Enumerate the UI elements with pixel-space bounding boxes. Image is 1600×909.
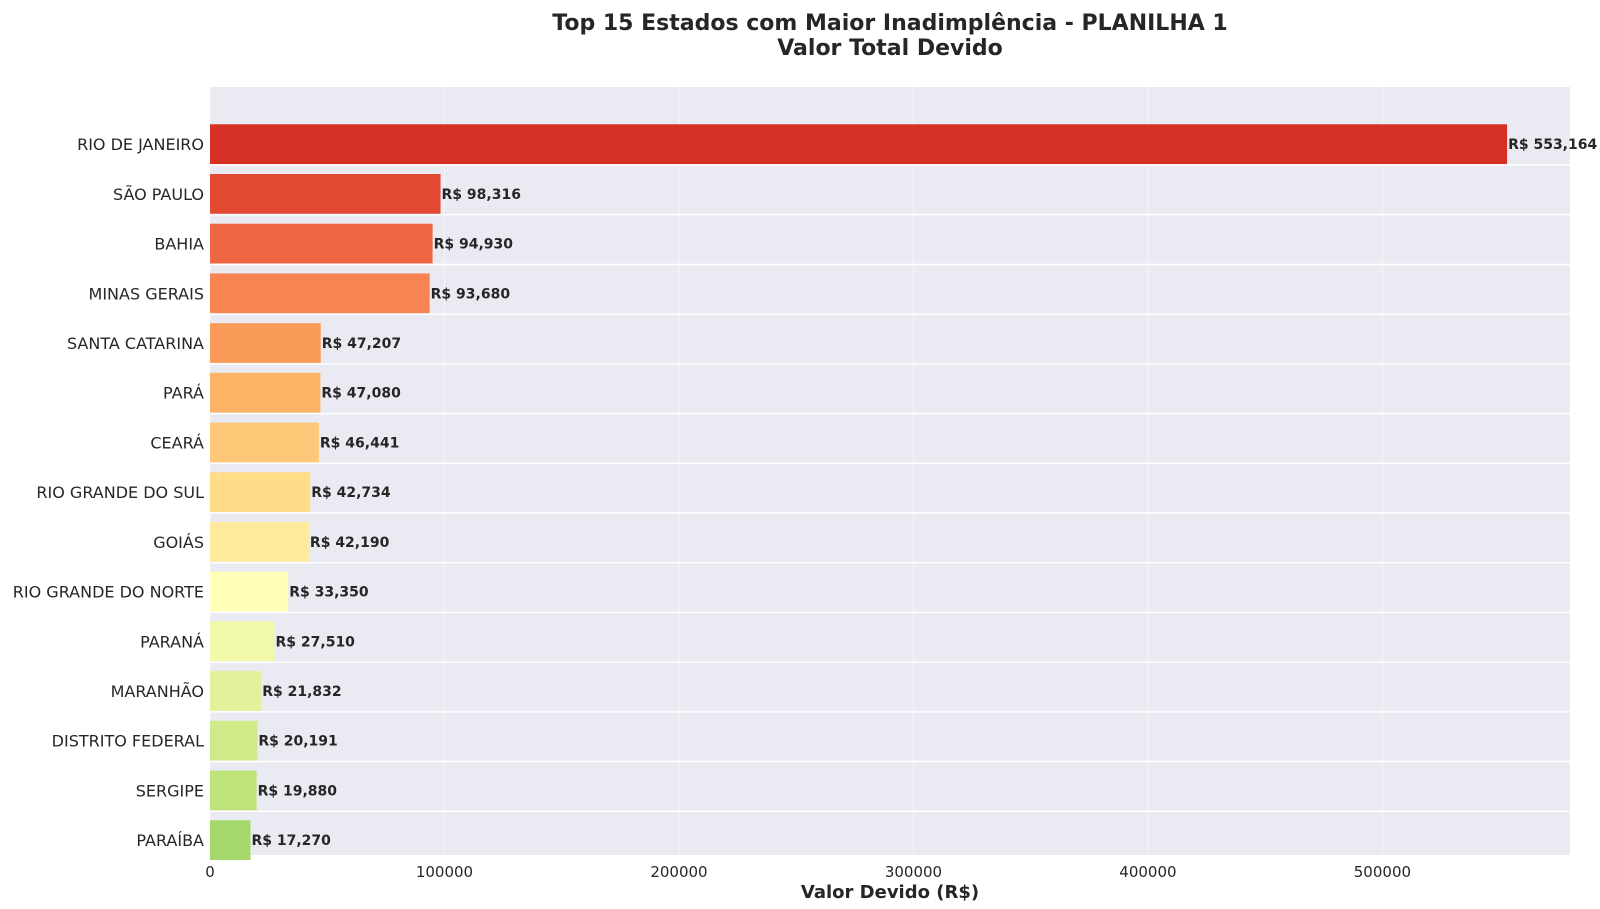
chart-subtitle: Valor Total Devido <box>777 36 1003 61</box>
category-labels: RIO DE JANEIRO SÃO PAULO BAHIA MINAS GERAIS… <box>13 135 204 850</box>
category-label: DISTRITO FEDERAL <box>52 732 204 751</box>
bar-9 <box>210 571 289 612</box>
value-label: R$ 33,350 <box>289 585 369 601</box>
bar-11 <box>210 671 262 711</box>
category-label: MARANHÃO <box>111 682 204 701</box>
value-label: R$ 47,080 <box>321 386 401 402</box>
value-label: R$ 98,316 <box>442 187 521 203</box>
bar-1 <box>210 173 441 214</box>
value-label: R$ 46,441 <box>320 435 399 451</box>
x-tick-label: 500000 <box>1354 863 1411 881</box>
value-label: R$ 47,207 <box>322 336 401 352</box>
bar-12 <box>210 720 258 761</box>
value-label: R$ 27,510 <box>276 634 356 650</box>
category-label: PARAÍBA <box>136 831 204 850</box>
category-label: BAHIA <box>154 235 204 254</box>
category-label: MINAS GERAIS <box>89 284 204 303</box>
x-tick-label: 0 <box>205 863 215 881</box>
category-label: SÃO PAULO <box>113 185 204 204</box>
bar-3 <box>210 273 430 314</box>
category-label: PARÁ <box>163 384 204 403</box>
x-tick-label: 200000 <box>650 863 707 881</box>
bars <box>210 124 1508 860</box>
bar-2 <box>210 223 433 264</box>
bar-0 <box>210 124 1508 165</box>
bar-7 <box>210 472 311 513</box>
category-label: RIO DE JANEIRO <box>77 135 204 154</box>
chart-title: Top 15 Estados com Maior Inadimplência -… <box>552 11 1227 36</box>
value-label: R$ 20,191 <box>258 734 337 750</box>
value-label: R$ 42,734 <box>311 485 391 501</box>
value-label: R$ 553,164 <box>1508 137 1597 153</box>
bar-4 <box>210 323 321 363</box>
value-label: R$ 42,190 <box>310 535 390 551</box>
bar-5 <box>210 372 321 413</box>
x-tick-label: 100000 <box>416 863 473 881</box>
category-label: CEARÁ <box>150 433 204 452</box>
x-tick-label: 400000 <box>1119 863 1176 881</box>
value-label: R$ 19,880 <box>258 783 338 799</box>
value-label: R$ 21,832 <box>262 684 341 700</box>
category-label: SERGIPE <box>136 781 204 800</box>
value-label: R$ 94,930 <box>434 237 514 253</box>
category-label: RIO GRANDE DO NORTE <box>13 583 204 602</box>
x-axis-label: Valor Devido (R$) <box>801 882 979 903</box>
bar-14 <box>210 820 251 860</box>
bar-13 <box>210 770 257 811</box>
bar-6 <box>210 422 319 463</box>
category-label: SANTA CATARINA <box>67 334 204 353</box>
category-label: GOIÁS <box>153 533 204 552</box>
value-label: R$ 93,680 <box>431 286 511 302</box>
bar-10 <box>210 621 275 662</box>
bar-8 <box>210 521 309 562</box>
category-label: PARANÁ <box>140 632 204 651</box>
value-label: R$ 17,270 <box>251 833 331 849</box>
x-axis-ticks: 0 100000 200000 300000 400000 500000 <box>205 863 1411 881</box>
value-labels: R$ 553,164 R$ 98,316 R$ 94,930 R$ 93,680 R$ … <box>251 137 1597 849</box>
category-label: RIO GRANDE DO SUL <box>36 483 204 502</box>
grid-lines <box>209 87 1570 862</box>
x-tick-label: 300000 <box>885 863 942 881</box>
